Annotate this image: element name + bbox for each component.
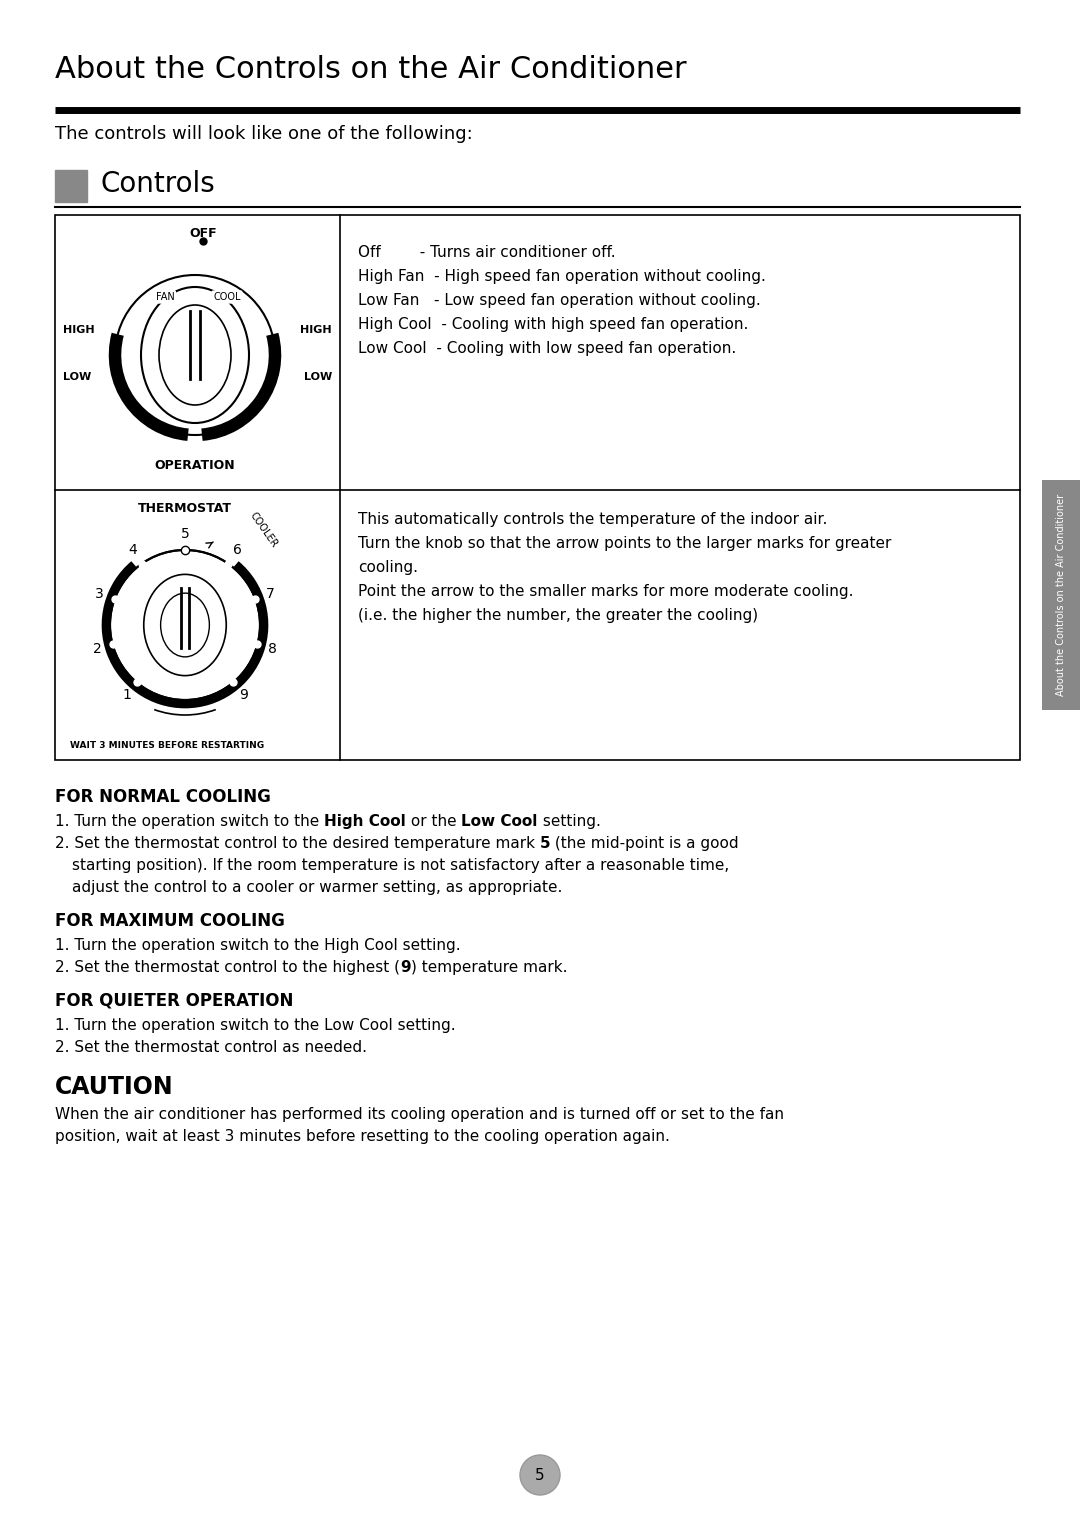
Text: 2. Set the thermostat control to the highest (: 2. Set the thermostat control to the hig…: [55, 960, 400, 975]
Text: 1. Turn the operation switch to the: 1. Turn the operation switch to the: [55, 814, 324, 829]
Text: Low Fan   - Low speed fan operation without cooling.: Low Fan - Low speed fan operation withou…: [357, 293, 760, 308]
Text: FOR NORMAL COOLING: FOR NORMAL COOLING: [55, 788, 271, 807]
Text: 2: 2: [93, 641, 102, 656]
Text: setting.: setting.: [538, 814, 600, 829]
Ellipse shape: [144, 574, 226, 676]
Text: Low Cool  - Cooling with low speed fan operation.: Low Cool - Cooling with low speed fan op…: [357, 340, 737, 355]
Ellipse shape: [141, 287, 249, 422]
Text: About the Controls on the Air Conditioner: About the Controls on the Air Conditione…: [1056, 494, 1066, 696]
Text: adjust the control to a cooler or warmer setting, as appropriate.: adjust the control to a cooler or warmer…: [72, 880, 563, 895]
Text: WAIT 3 MINUTES BEFORE RESTARTING: WAIT 3 MINUTES BEFORE RESTARTING: [70, 741, 265, 750]
Text: 8: 8: [269, 641, 278, 656]
Text: 5: 5: [180, 527, 189, 541]
Text: LOW: LOW: [63, 372, 91, 381]
Text: or the: or the: [406, 814, 461, 829]
Circle shape: [114, 275, 275, 434]
Text: 4: 4: [129, 544, 137, 557]
Text: 5: 5: [540, 835, 551, 851]
Text: High Cool: High Cool: [324, 814, 406, 829]
Text: OFF: OFF: [189, 226, 217, 240]
Text: cooling.: cooling.: [357, 561, 418, 576]
Text: COOLER: COOLER: [248, 510, 280, 550]
Text: 2. Set the thermostat control to the desired temperature mark: 2. Set the thermostat control to the des…: [55, 835, 540, 851]
Text: ) temperature mark.: ) temperature mark.: [410, 960, 567, 975]
Text: 3: 3: [95, 586, 104, 602]
Text: High Fan  - High speed fan operation without cooling.: High Fan - High speed fan operation with…: [357, 269, 766, 284]
Text: LOW: LOW: [303, 372, 332, 381]
Text: Low Cool: Low Cool: [461, 814, 538, 829]
Text: 1. Turn the operation switch to the Low Cool setting.: 1. Turn the operation switch to the Low …: [55, 1018, 456, 1033]
Bar: [55, 170, 87, 202]
Ellipse shape: [159, 305, 231, 406]
Text: Off        - Turns air conditioner off.: Off - Turns air conditioner off.: [357, 245, 616, 260]
Text: 2. Set the thermostat control as needed.: 2. Set the thermostat control as needed.: [55, 1041, 367, 1056]
Text: 9: 9: [400, 960, 410, 975]
Text: 5: 5: [536, 1467, 544, 1483]
Text: 1. Turn the operation switch to the High Cool setting.: 1. Turn the operation switch to the High…: [55, 939, 461, 952]
Text: HIGH: HIGH: [63, 325, 95, 336]
Text: starting position). If the room temperature is not satisfactory after a reasonab: starting position). If the room temperat…: [72, 858, 729, 873]
Text: 9: 9: [239, 688, 248, 702]
Text: THERMOSTAT: THERMOSTAT: [138, 501, 232, 515]
Circle shape: [110, 550, 260, 700]
Text: About the Controls on the Air Conditioner: About the Controls on the Air Conditione…: [55, 55, 687, 84]
Text: position, wait at least 3 minutes before resetting to the cooling operation agai: position, wait at least 3 minutes before…: [55, 1129, 670, 1144]
Text: (the mid-point is a good: (the mid-point is a good: [551, 835, 739, 851]
Text: Turn the knob so that the arrow points to the larger marks for greater: Turn the knob so that the arrow points t…: [357, 536, 891, 551]
Text: CAUTION: CAUTION: [55, 1075, 174, 1100]
Text: When the air conditioner has performed its cooling operation and is turned off o: When the air conditioner has performed i…: [55, 1107, 784, 1123]
Text: 1: 1: [122, 688, 131, 702]
Text: COOL: COOL: [213, 292, 241, 302]
Text: 6: 6: [233, 544, 242, 557]
Text: Controls: Controls: [100, 170, 215, 197]
Text: FOR MAXIMUM COOLING: FOR MAXIMUM COOLING: [55, 911, 285, 930]
Text: Point the arrow to the smaller marks for more moderate cooling.: Point the arrow to the smaller marks for…: [357, 583, 853, 598]
Bar: [1042, 480, 1080, 709]
Text: This automatically controls the temperature of the indoor air.: This automatically controls the temperat…: [357, 512, 827, 527]
Text: The controls will look like one of the following:: The controls will look like one of the f…: [55, 125, 473, 143]
Text: High Cool  - Cooling with high speed fan operation.: High Cool - Cooling with high speed fan …: [357, 317, 748, 333]
Text: FAN: FAN: [156, 292, 174, 302]
Text: HIGH: HIGH: [300, 325, 332, 336]
Circle shape: [519, 1455, 561, 1495]
Text: (i.e. the higher the number, the greater the cooling): (i.e. the higher the number, the greater…: [357, 608, 758, 623]
Text: 7: 7: [266, 586, 275, 602]
Text: FOR QUIETER OPERATION: FOR QUIETER OPERATION: [55, 992, 294, 1010]
Ellipse shape: [161, 592, 210, 656]
Text: OPERATION: OPERATION: [154, 459, 235, 472]
Bar: [55, 216, 1020, 760]
